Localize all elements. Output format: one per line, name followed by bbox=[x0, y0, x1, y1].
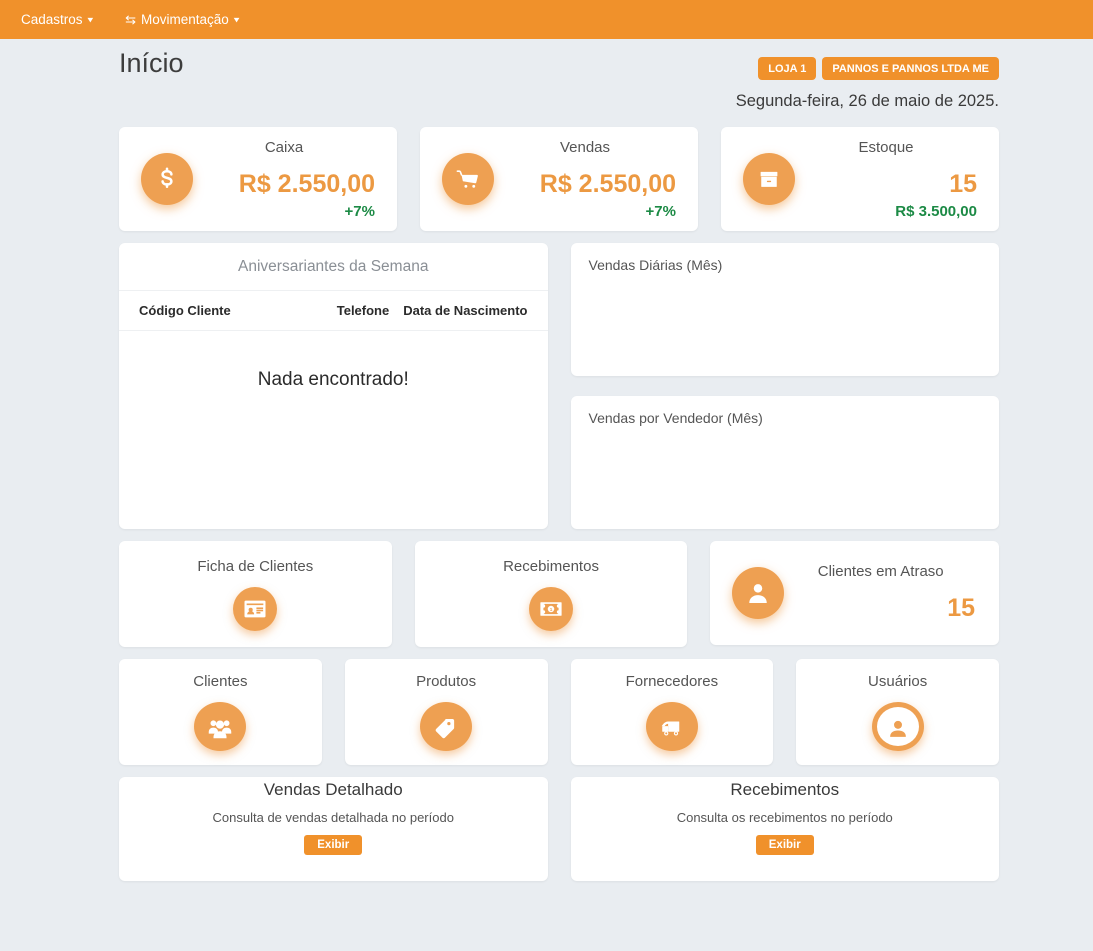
svg-text:1: 1 bbox=[550, 606, 553, 611]
